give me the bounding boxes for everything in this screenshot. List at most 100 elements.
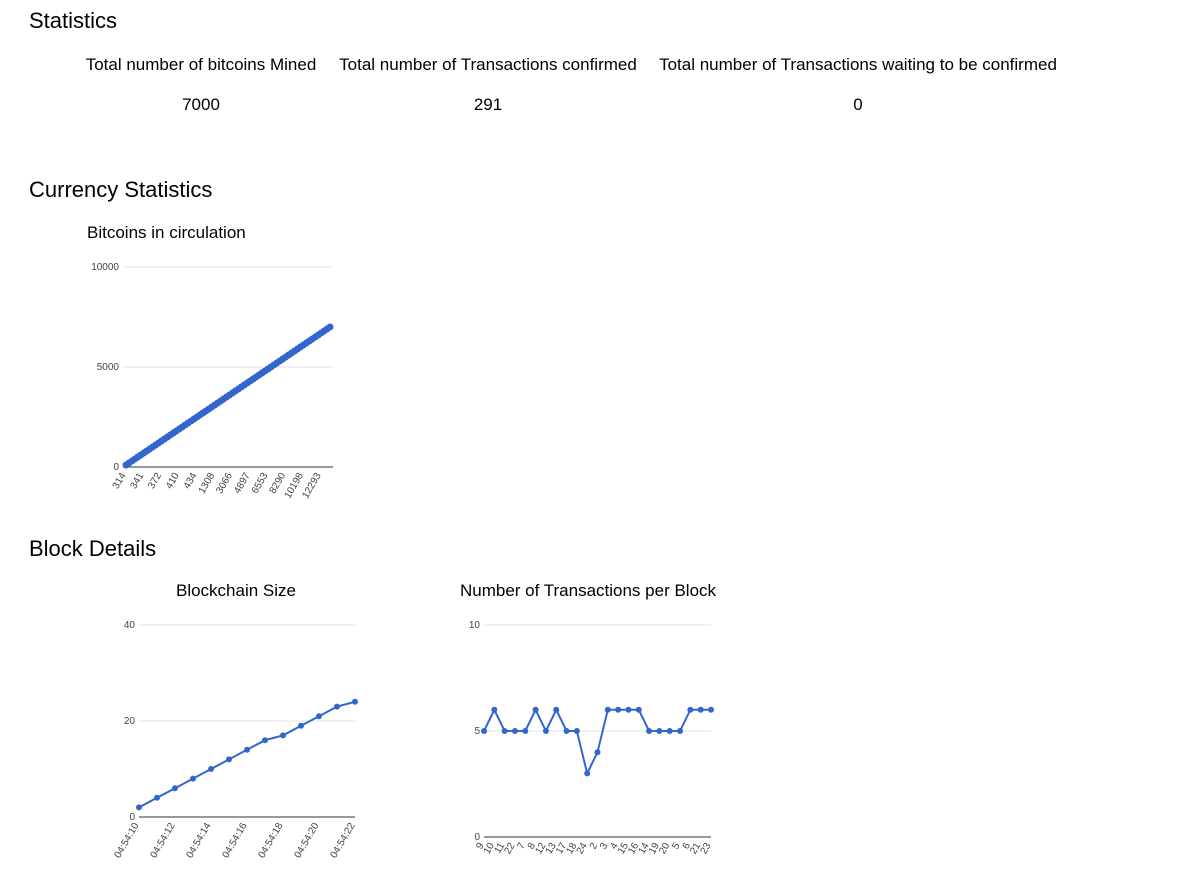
x-tick-label: 6553 xyxy=(250,471,271,496)
x-tick-label: 6 xyxy=(681,841,694,852)
x-tick-label: 16 xyxy=(626,841,641,857)
data-point xyxy=(154,794,160,801)
data-point xyxy=(708,706,714,713)
stat-value: 0 xyxy=(853,95,862,114)
data-point xyxy=(491,706,498,713)
section-heading: Currency Statistics xyxy=(29,177,212,202)
x-tick-label: 12 xyxy=(533,841,548,857)
y-tick-label: 0 xyxy=(113,462,119,473)
data-point xyxy=(226,756,232,763)
stat-label: Total number of Transactions waiting to … xyxy=(659,55,1057,74)
series-line xyxy=(138,700,356,809)
data-point xyxy=(136,804,142,811)
data-point xyxy=(697,706,704,713)
chart-title: Bitcoins in circulation xyxy=(87,223,246,242)
x-tick-label: 372 xyxy=(146,471,164,491)
data-point xyxy=(352,698,358,705)
x-tick-label: 20 xyxy=(657,841,672,857)
y-tick-label: 0 xyxy=(129,812,135,823)
x-tick-label: 14 xyxy=(637,841,652,857)
x-tick-label: 1308 xyxy=(197,471,218,496)
data-point xyxy=(573,728,580,734)
stat-value: 7000 xyxy=(182,95,220,114)
x-tick-label: 13 xyxy=(544,841,559,857)
x-tick-label: 10 xyxy=(482,841,497,857)
x-tick-label: 24 xyxy=(575,841,590,857)
x-tick-label: 3 xyxy=(598,841,611,852)
x-tick-label: 12293 xyxy=(300,471,324,501)
x-tick-label: 4897 xyxy=(232,471,253,496)
data-point xyxy=(635,706,642,713)
data-point xyxy=(687,706,694,713)
x-tick-label: 04:54:18 xyxy=(257,821,286,861)
series-line xyxy=(483,707,711,777)
data-point xyxy=(481,728,487,734)
data-point xyxy=(511,728,518,734)
y-tick-label: 5000 xyxy=(97,362,120,373)
y-tick-label: 5 xyxy=(474,726,480,737)
y-tick-label: 10000 xyxy=(91,262,119,273)
x-tick-label: 341 xyxy=(128,471,146,491)
y-tick-label: 20 xyxy=(124,716,136,727)
data-point xyxy=(298,722,304,729)
x-tick-label: 9 xyxy=(474,841,487,852)
data-point xyxy=(280,732,286,739)
data-point xyxy=(615,706,622,713)
data-point xyxy=(656,728,663,734)
x-tick-label: 04:54:12 xyxy=(149,821,178,861)
data-point xyxy=(501,728,508,734)
stat-label: Total number of bitcoins Mined xyxy=(86,55,317,74)
data-point xyxy=(208,766,214,772)
x-tick-label: 22 xyxy=(502,841,517,857)
x-tick-label: 17 xyxy=(554,841,569,857)
x-tick-label: 15 xyxy=(616,841,631,857)
section-heading: Block Details xyxy=(29,536,156,561)
data-point xyxy=(190,775,196,782)
data-point xyxy=(594,749,601,756)
y-tick-label: 10 xyxy=(469,620,481,631)
x-tick-label: 18 xyxy=(564,841,579,857)
x-tick-label: 4 xyxy=(608,841,621,852)
data-point xyxy=(666,728,673,734)
data-point xyxy=(646,728,653,734)
x-tick-label: 23 xyxy=(699,841,714,857)
data-point xyxy=(677,728,684,734)
data-point xyxy=(244,746,250,753)
chart-title: Number of Transactions per Block xyxy=(460,581,717,600)
data-point xyxy=(172,785,178,792)
data-point xyxy=(262,737,268,744)
data-point xyxy=(625,706,632,713)
x-tick-label: 3066 xyxy=(214,471,235,496)
x-tick-label: 04:54:14 xyxy=(185,821,214,861)
data-point xyxy=(542,728,549,734)
chart-title: Blockchain Size xyxy=(176,581,296,600)
x-tick-label: 21 xyxy=(688,841,703,857)
section-heading: Statistics xyxy=(29,8,117,33)
data-point xyxy=(584,770,591,777)
x-tick-label: 04:54:22 xyxy=(329,821,358,861)
data-point xyxy=(334,703,340,710)
data-point xyxy=(532,706,539,713)
x-tick-label: 7 xyxy=(516,841,529,852)
x-tick-label: 2 xyxy=(588,841,601,852)
data-point xyxy=(604,706,611,713)
x-tick-label: 314 xyxy=(111,471,129,491)
y-tick-label: 40 xyxy=(124,620,136,631)
data-point xyxy=(563,728,570,734)
x-tick-label: 04:54:16 xyxy=(221,821,250,861)
data-point xyxy=(553,706,560,713)
x-tick-label: 04:54:20 xyxy=(293,821,322,861)
data-point xyxy=(522,728,529,734)
stat-value: 291 xyxy=(474,95,502,114)
x-tick-label: 5 xyxy=(670,841,683,852)
x-tick-label: 8 xyxy=(526,841,539,852)
x-tick-label: 04:54:10 xyxy=(113,821,142,861)
data-point xyxy=(316,713,322,720)
data-point xyxy=(326,323,334,331)
y-tick-label: 0 xyxy=(474,832,480,843)
stat-label: Total number of Transactions confirmed xyxy=(339,55,637,74)
x-tick-label: 410 xyxy=(164,471,182,491)
x-tick-label: 19 xyxy=(647,841,662,857)
